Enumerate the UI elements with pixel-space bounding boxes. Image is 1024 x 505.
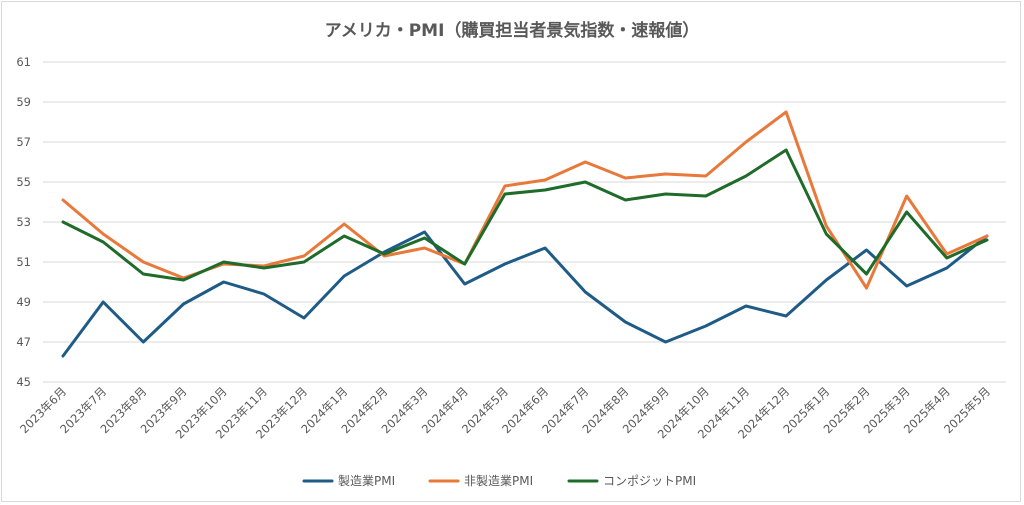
grid-lines xyxy=(43,61,1006,383)
legend-item-0: 製造業PMI xyxy=(302,474,395,488)
y-tick-label: 57 xyxy=(16,135,31,149)
series-lines xyxy=(61,110,989,358)
legend-item-1: 非製造業PMI xyxy=(428,474,533,488)
series-line-0 xyxy=(61,230,989,358)
y-tick-label: 49 xyxy=(16,295,31,309)
x-axis-ticks: 2023年6月2023年7月2023年8月2023年9月2023年10月2023… xyxy=(17,384,993,441)
legend-label: 非製造業PMI xyxy=(464,474,533,488)
y-tick-label: 53 xyxy=(16,215,31,229)
y-tick-label: 59 xyxy=(16,95,31,109)
y-tick-label: 51 xyxy=(16,255,31,269)
legend: 製造業PMI 非製造業PMI コンポジットPMI xyxy=(302,474,696,488)
y-tick-label: 55 xyxy=(16,175,31,189)
series-line-2 xyxy=(61,148,989,282)
y-tick-label: 61 xyxy=(16,55,31,69)
legend-label: 製造業PMI xyxy=(338,474,395,488)
legend-label: コンポジットPMI xyxy=(603,474,696,488)
legend-item-2: コンポジットPMI xyxy=(567,474,696,488)
y-tick-label: 47 xyxy=(16,335,31,349)
chart-title: アメリカ・PMI（購買担当者景気指数・速報値） xyxy=(324,21,700,41)
y-axis-ticks: 45 47 49 51 53 55 57 59 61 xyxy=(16,55,31,389)
y-tick-label: 45 xyxy=(16,375,31,389)
